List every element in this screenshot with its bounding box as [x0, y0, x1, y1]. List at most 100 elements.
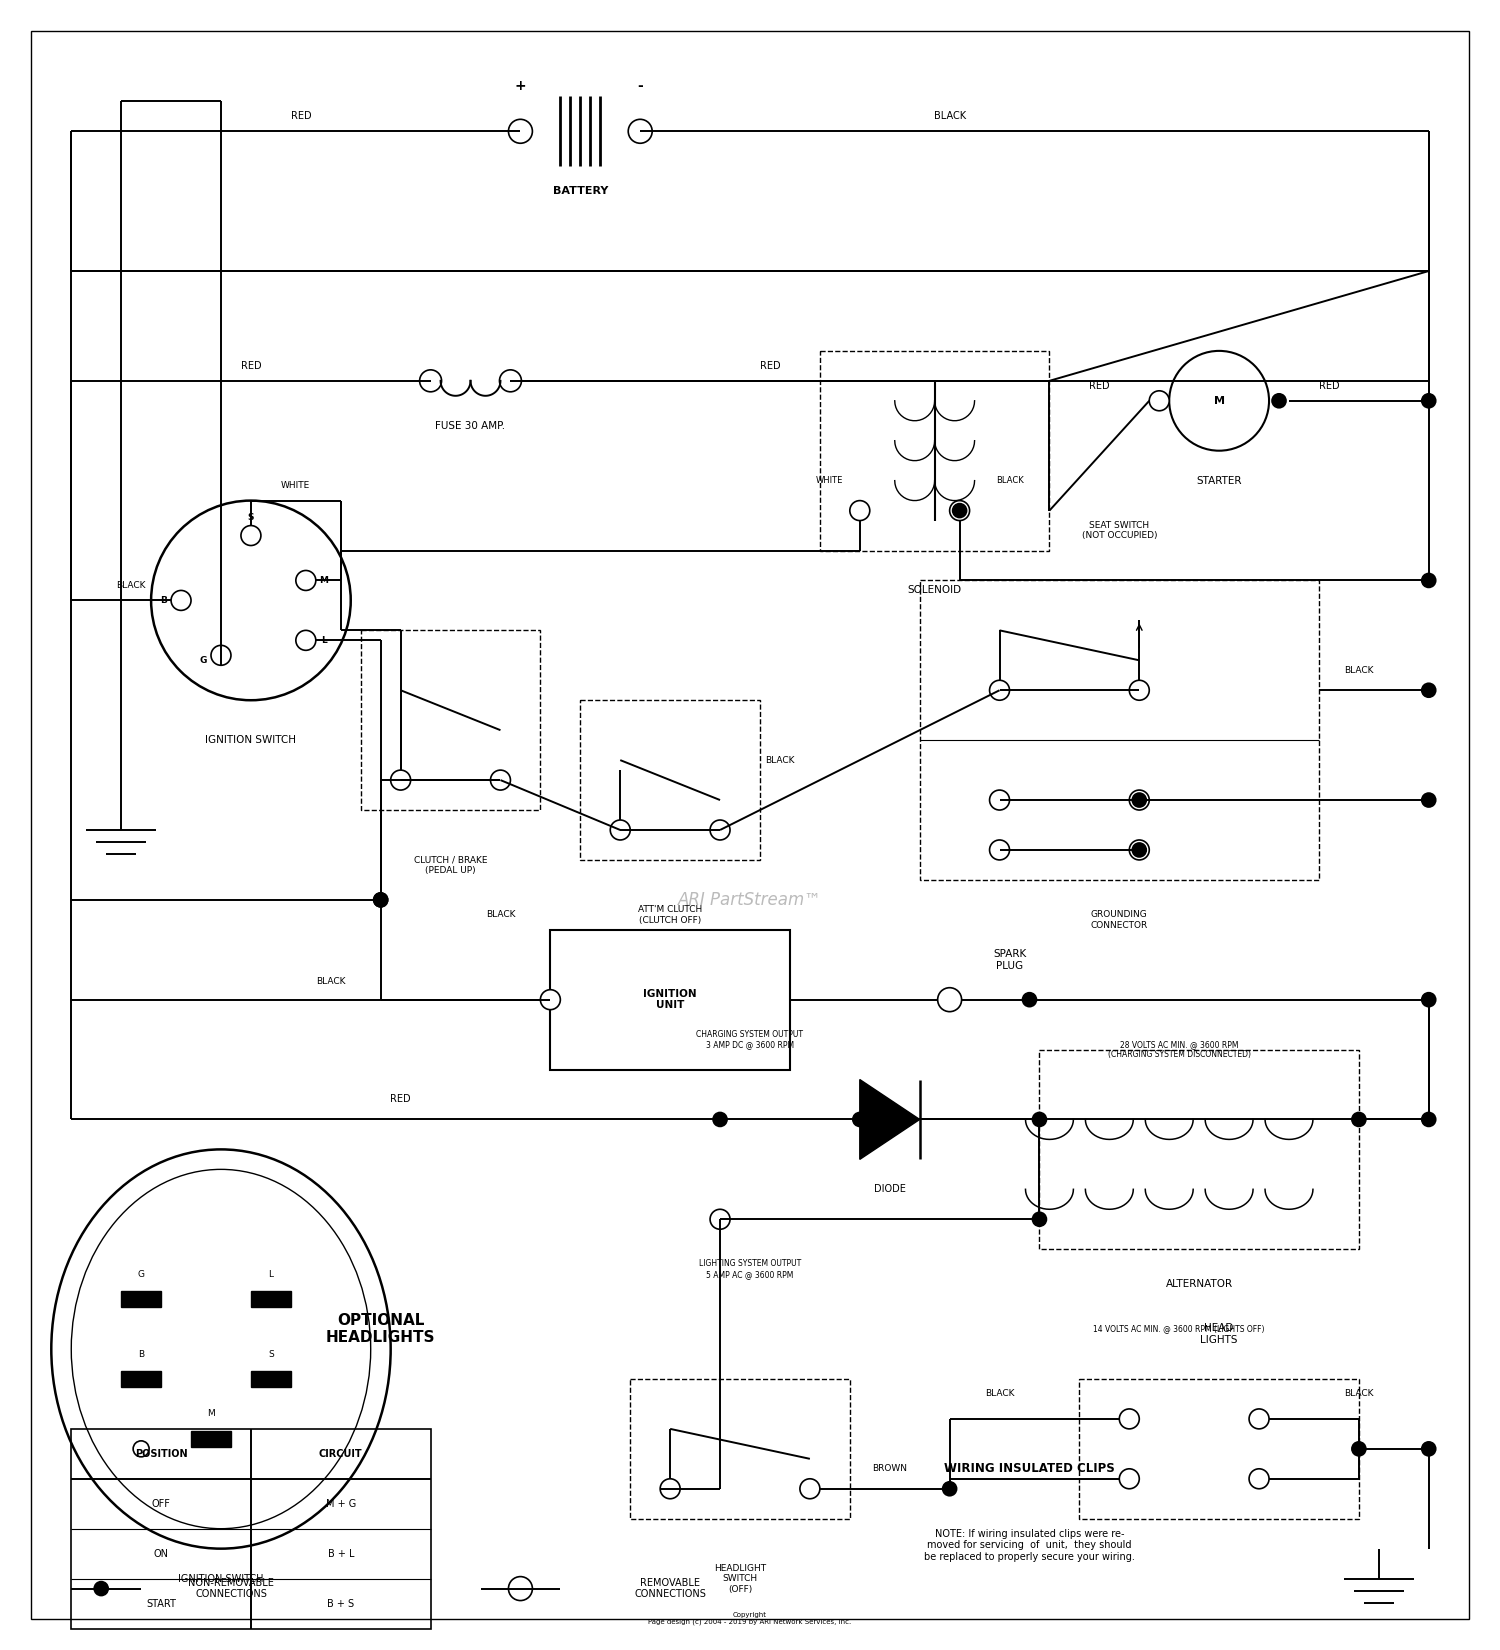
Bar — [550, 931, 790, 1069]
Bar — [122, 1292, 160, 1307]
Circle shape — [850, 500, 870, 520]
Text: RED: RED — [759, 361, 780, 371]
Circle shape — [942, 1482, 957, 1497]
Circle shape — [853, 1112, 867, 1127]
Text: B: B — [138, 1350, 144, 1358]
Text: BLACK: BLACK — [765, 756, 795, 764]
Text: B + S: B + S — [327, 1599, 354, 1609]
Text: FUSE 30 AMP.: FUSE 30 AMP. — [435, 421, 506, 431]
Text: CHARGING SYSTEM OUTPUT
3 AMP DC @ 3600 RPM: CHARGING SYSTEM OUTPUT 3 AMP DC @ 3600 R… — [696, 1030, 804, 1049]
Text: GROUNDING
CONNECTOR: GROUNDING CONNECTOR — [1090, 911, 1148, 929]
Bar — [122, 1371, 160, 1388]
Circle shape — [1132, 794, 1146, 807]
Text: RED: RED — [291, 111, 310, 122]
Ellipse shape — [72, 1170, 370, 1528]
Text: IGNITION SWITCH: IGNITION SWITCH — [206, 736, 297, 746]
Text: BLACK: BLACK — [117, 581, 146, 591]
Text: M: M — [1214, 396, 1224, 406]
Bar — [251, 1292, 291, 1307]
Text: REMOVABLE
CONNECTIONS: REMOVABLE CONNECTIONS — [634, 1577, 706, 1599]
Text: BLACK: BLACK — [933, 111, 966, 122]
Text: LIGHTING SYSTEM OUTPUT
5 AMP AC @ 3600 RPM: LIGHTING SYSTEM OUTPUT 5 AMP AC @ 3600 R… — [699, 1259, 801, 1279]
Text: BLACK: BLACK — [996, 477, 1023, 485]
Text: S: S — [248, 513, 254, 521]
Circle shape — [509, 1577, 532, 1600]
Text: +: + — [514, 79, 526, 94]
Circle shape — [211, 645, 231, 665]
Bar — [72, 1429, 430, 1629]
Text: ARI PartStream™: ARI PartStream™ — [678, 891, 822, 909]
Text: BROWN: BROWN — [871, 1464, 907, 1473]
Text: SEAT SWITCH
(NOT OCCUPIED): SEAT SWITCH (NOT OCCUPIED) — [1082, 521, 1156, 540]
Text: Copyright
Page design (c) 2004 - 2019 by ARI Network Services, Inc.: Copyright Page design (c) 2004 - 2019 by… — [648, 1612, 852, 1625]
Text: IGNITION
UNIT: IGNITION UNIT — [644, 988, 698, 1010]
Text: RED: RED — [1089, 381, 1110, 391]
Circle shape — [712, 1112, 728, 1127]
Circle shape — [242, 526, 261, 546]
Text: L: L — [321, 635, 327, 645]
Circle shape — [296, 630, 316, 650]
Text: WHITE: WHITE — [816, 477, 843, 485]
Circle shape — [1422, 794, 1436, 807]
Text: ON: ON — [153, 1549, 168, 1559]
Circle shape — [1422, 1442, 1436, 1455]
Circle shape — [1023, 993, 1036, 1006]
Text: OPTIONAL
HEADLIGHTS: OPTIONAL HEADLIGHTS — [326, 1313, 435, 1345]
Circle shape — [1130, 680, 1149, 700]
Circle shape — [1352, 1442, 1366, 1455]
Bar — [630, 1379, 850, 1518]
Circle shape — [152, 500, 351, 700]
Text: DIODE: DIODE — [874, 1185, 906, 1195]
Text: WHITE: WHITE — [280, 482, 310, 490]
Text: NON-REMOVABLE
CONNECTIONS: NON-REMOVABLE CONNECTIONS — [188, 1577, 274, 1599]
Circle shape — [628, 119, 652, 144]
Circle shape — [1250, 1409, 1269, 1429]
Text: B + L: B + L — [327, 1549, 354, 1559]
Circle shape — [1032, 1213, 1047, 1226]
Circle shape — [1422, 1112, 1436, 1127]
Circle shape — [990, 680, 1010, 700]
Circle shape — [1119, 1409, 1140, 1429]
Bar — [580, 700, 760, 860]
Circle shape — [1132, 843, 1146, 856]
Circle shape — [171, 591, 190, 610]
Text: BLACK: BLACK — [986, 1389, 1014, 1399]
Circle shape — [1130, 840, 1149, 860]
Text: RED: RED — [240, 361, 261, 371]
Text: CLUTCH / BRAKE
(PEDAL UP): CLUTCH / BRAKE (PEDAL UP) — [414, 855, 488, 875]
Circle shape — [1422, 574, 1436, 587]
Text: HEADLIGHT
SWITCH
(OFF): HEADLIGHT SWITCH (OFF) — [714, 1564, 766, 1594]
Circle shape — [950, 500, 969, 520]
Circle shape — [374, 893, 387, 908]
Text: G: G — [200, 655, 207, 665]
Text: START: START — [146, 1599, 176, 1609]
Bar — [1040, 1049, 1359, 1249]
Bar — [920, 581, 1318, 879]
Text: L: L — [268, 1269, 273, 1279]
Circle shape — [490, 771, 510, 790]
Circle shape — [938, 988, 962, 1011]
Bar — [821, 351, 1050, 551]
Circle shape — [710, 820, 730, 840]
Bar — [251, 1371, 291, 1388]
Circle shape — [1352, 1112, 1366, 1127]
Circle shape — [952, 503, 966, 518]
Text: OFF: OFF — [152, 1498, 171, 1508]
Text: IGNITION SWITCH: IGNITION SWITCH — [178, 1574, 264, 1584]
Text: M: M — [320, 576, 328, 586]
Circle shape — [296, 571, 316, 591]
Circle shape — [1272, 394, 1286, 408]
Bar — [190, 1431, 231, 1447]
Polygon shape — [859, 1079, 920, 1160]
Text: B: B — [159, 596, 166, 606]
Circle shape — [610, 820, 630, 840]
Circle shape — [374, 893, 387, 908]
Circle shape — [990, 840, 1010, 860]
Text: SOLENOID: SOLENOID — [908, 586, 962, 596]
Text: M: M — [207, 1409, 214, 1419]
Circle shape — [134, 1440, 148, 1457]
Circle shape — [420, 370, 441, 391]
Circle shape — [94, 1582, 108, 1596]
Circle shape — [1168, 351, 1269, 450]
Text: SPARK
PLUG: SPARK PLUG — [993, 949, 1026, 970]
